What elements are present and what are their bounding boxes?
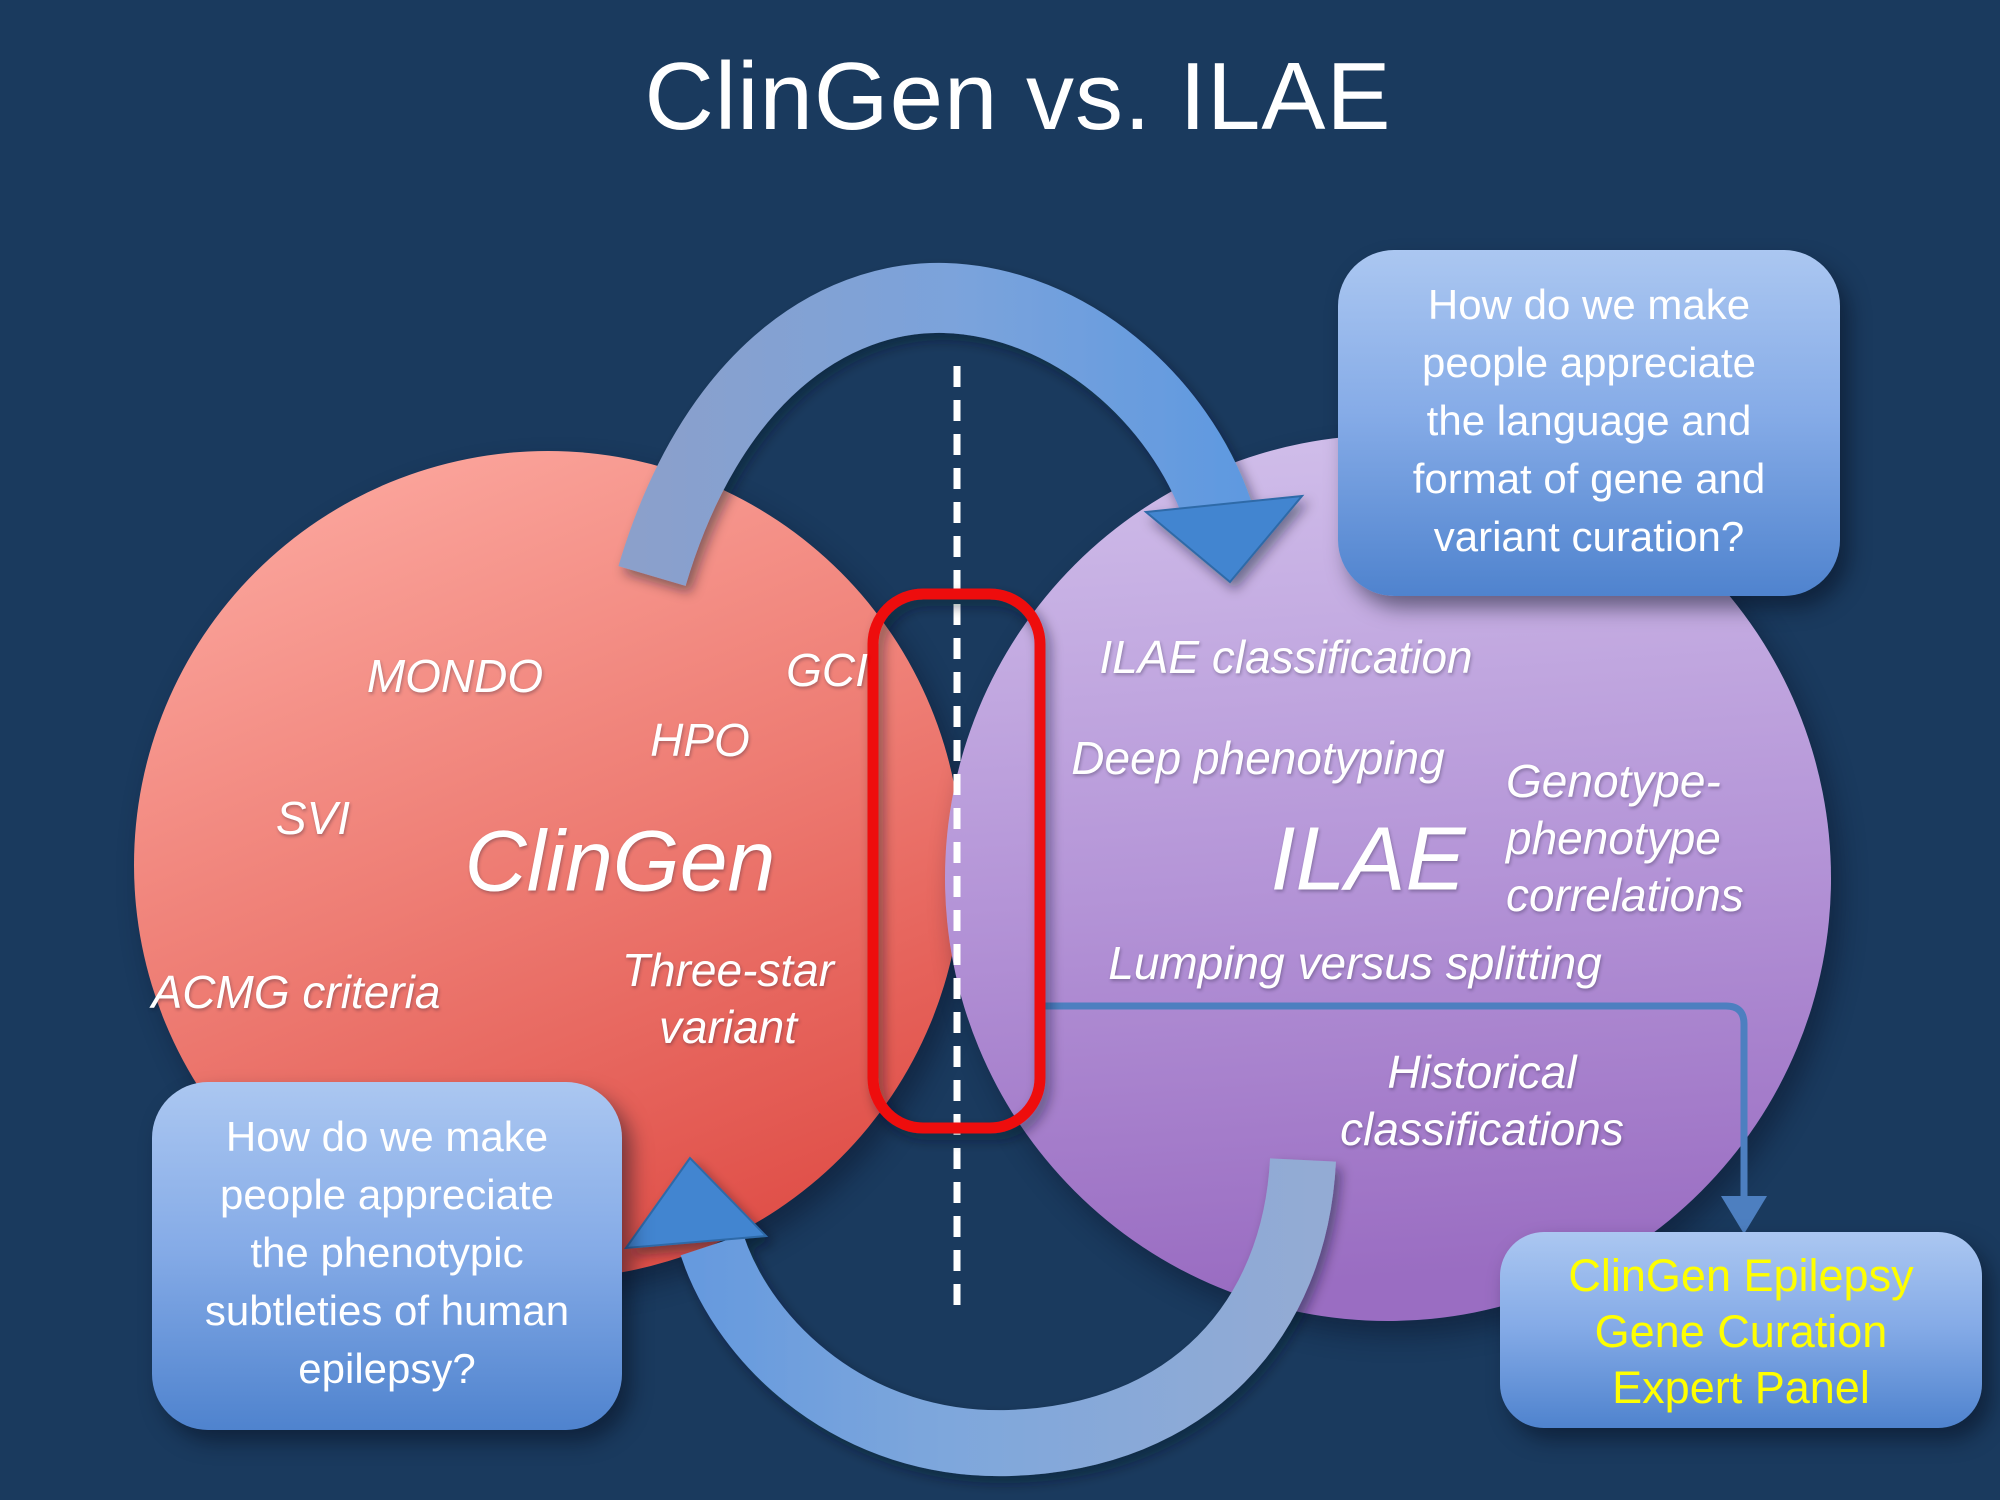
callout-line: the language and: [1426, 397, 1752, 444]
callout-line: format of gene and: [1412, 455, 1766, 502]
top-cycle-arrow-ribbon: [618, 262, 1252, 587]
bottom-cycle-arrow: [623, 1156, 1336, 1477]
label-genotype-phenotype-correlations: Genotype- phenotype correlations: [1506, 753, 1744, 924]
label-svi: SVI: [275, 792, 351, 844]
expert-panel-box: ClinGen Epilepsy Gene Curation Expert Pa…: [1500, 1232, 1982, 1428]
top-cycle-arrowhead-icon: [1143, 494, 1305, 584]
label-lumping-versus-splitting: Lumping versus splitting: [1108, 937, 1602, 989]
label-mondo: MONDO: [366, 650, 544, 702]
callout-line: subtleties of human: [204, 1287, 570, 1334]
expert-panel-line: Gene Curation: [1594, 1306, 1888, 1357]
slide-title: ClinGen vs. ILAE: [644, 43, 1392, 150]
ilae-circle-title: ILAE: [1270, 809, 1466, 910]
callout-line: the phenotypic: [250, 1229, 524, 1276]
label-three-star-line1: Three-star: [621, 944, 835, 996]
label-three-star-line2: variant: [658, 1001, 798, 1053]
bottom-cycle-arrow-ribbon: [680, 1157, 1336, 1477]
callout-variant-curation: How do we make people appreciate the lan…: [1338, 250, 1840, 596]
connector-arrowhead-icon: [1721, 1196, 1767, 1234]
label-historical-line1: Historical: [1387, 1046, 1577, 1098]
label-historical-classifications: Historical classifications: [1340, 1044, 1624, 1158]
callout-line: How do we make: [1427, 281, 1751, 328]
connector-elbow: [1042, 1002, 1767, 1234]
callout-line: epilepsy?: [298, 1345, 476, 1392]
callout-phenotypic-subtleties: How do we make people appreciate the phe…: [152, 1082, 622, 1430]
callout-line: variant curation?: [1433, 513, 1745, 560]
label-gci: GCI: [786, 644, 868, 696]
label-genotype-line1: Genotype-: [1506, 755, 1721, 807]
connector-line: [1042, 1002, 1748, 1198]
callout-line: people appreciate: [1422, 339, 1756, 386]
label-three-star-variant: Three-star variant: [622, 942, 834, 1056]
label-ilae-classification: ILAE classification: [1099, 631, 1473, 683]
callout-line: people appreciate: [220, 1171, 554, 1218]
label-hpo: HPO: [650, 714, 750, 766]
label-genotype-line2: phenotype: [1506, 812, 1721, 864]
expert-panel-line: Expert Panel: [1612, 1362, 1870, 1413]
label-deep-phenotyping: Deep phenotyping: [1071, 732, 1445, 784]
overlap-highlight-rect: [867, 588, 1046, 1134]
expert-panel-line: ClinGen Epilepsy: [1568, 1250, 1914, 1301]
top-cycle-arrow: [618, 262, 1305, 587]
clingen-circle-title: ClinGen: [464, 813, 776, 910]
label-genotype-line3: correlations: [1506, 869, 1744, 921]
bottom-cycle-arrowhead-icon: [623, 1156, 769, 1250]
callout-line: How do we make: [225, 1113, 549, 1160]
label-acmg-criteria: ACMG criteria: [151, 966, 441, 1018]
label-historical-line2: classifications: [1340, 1103, 1624, 1155]
